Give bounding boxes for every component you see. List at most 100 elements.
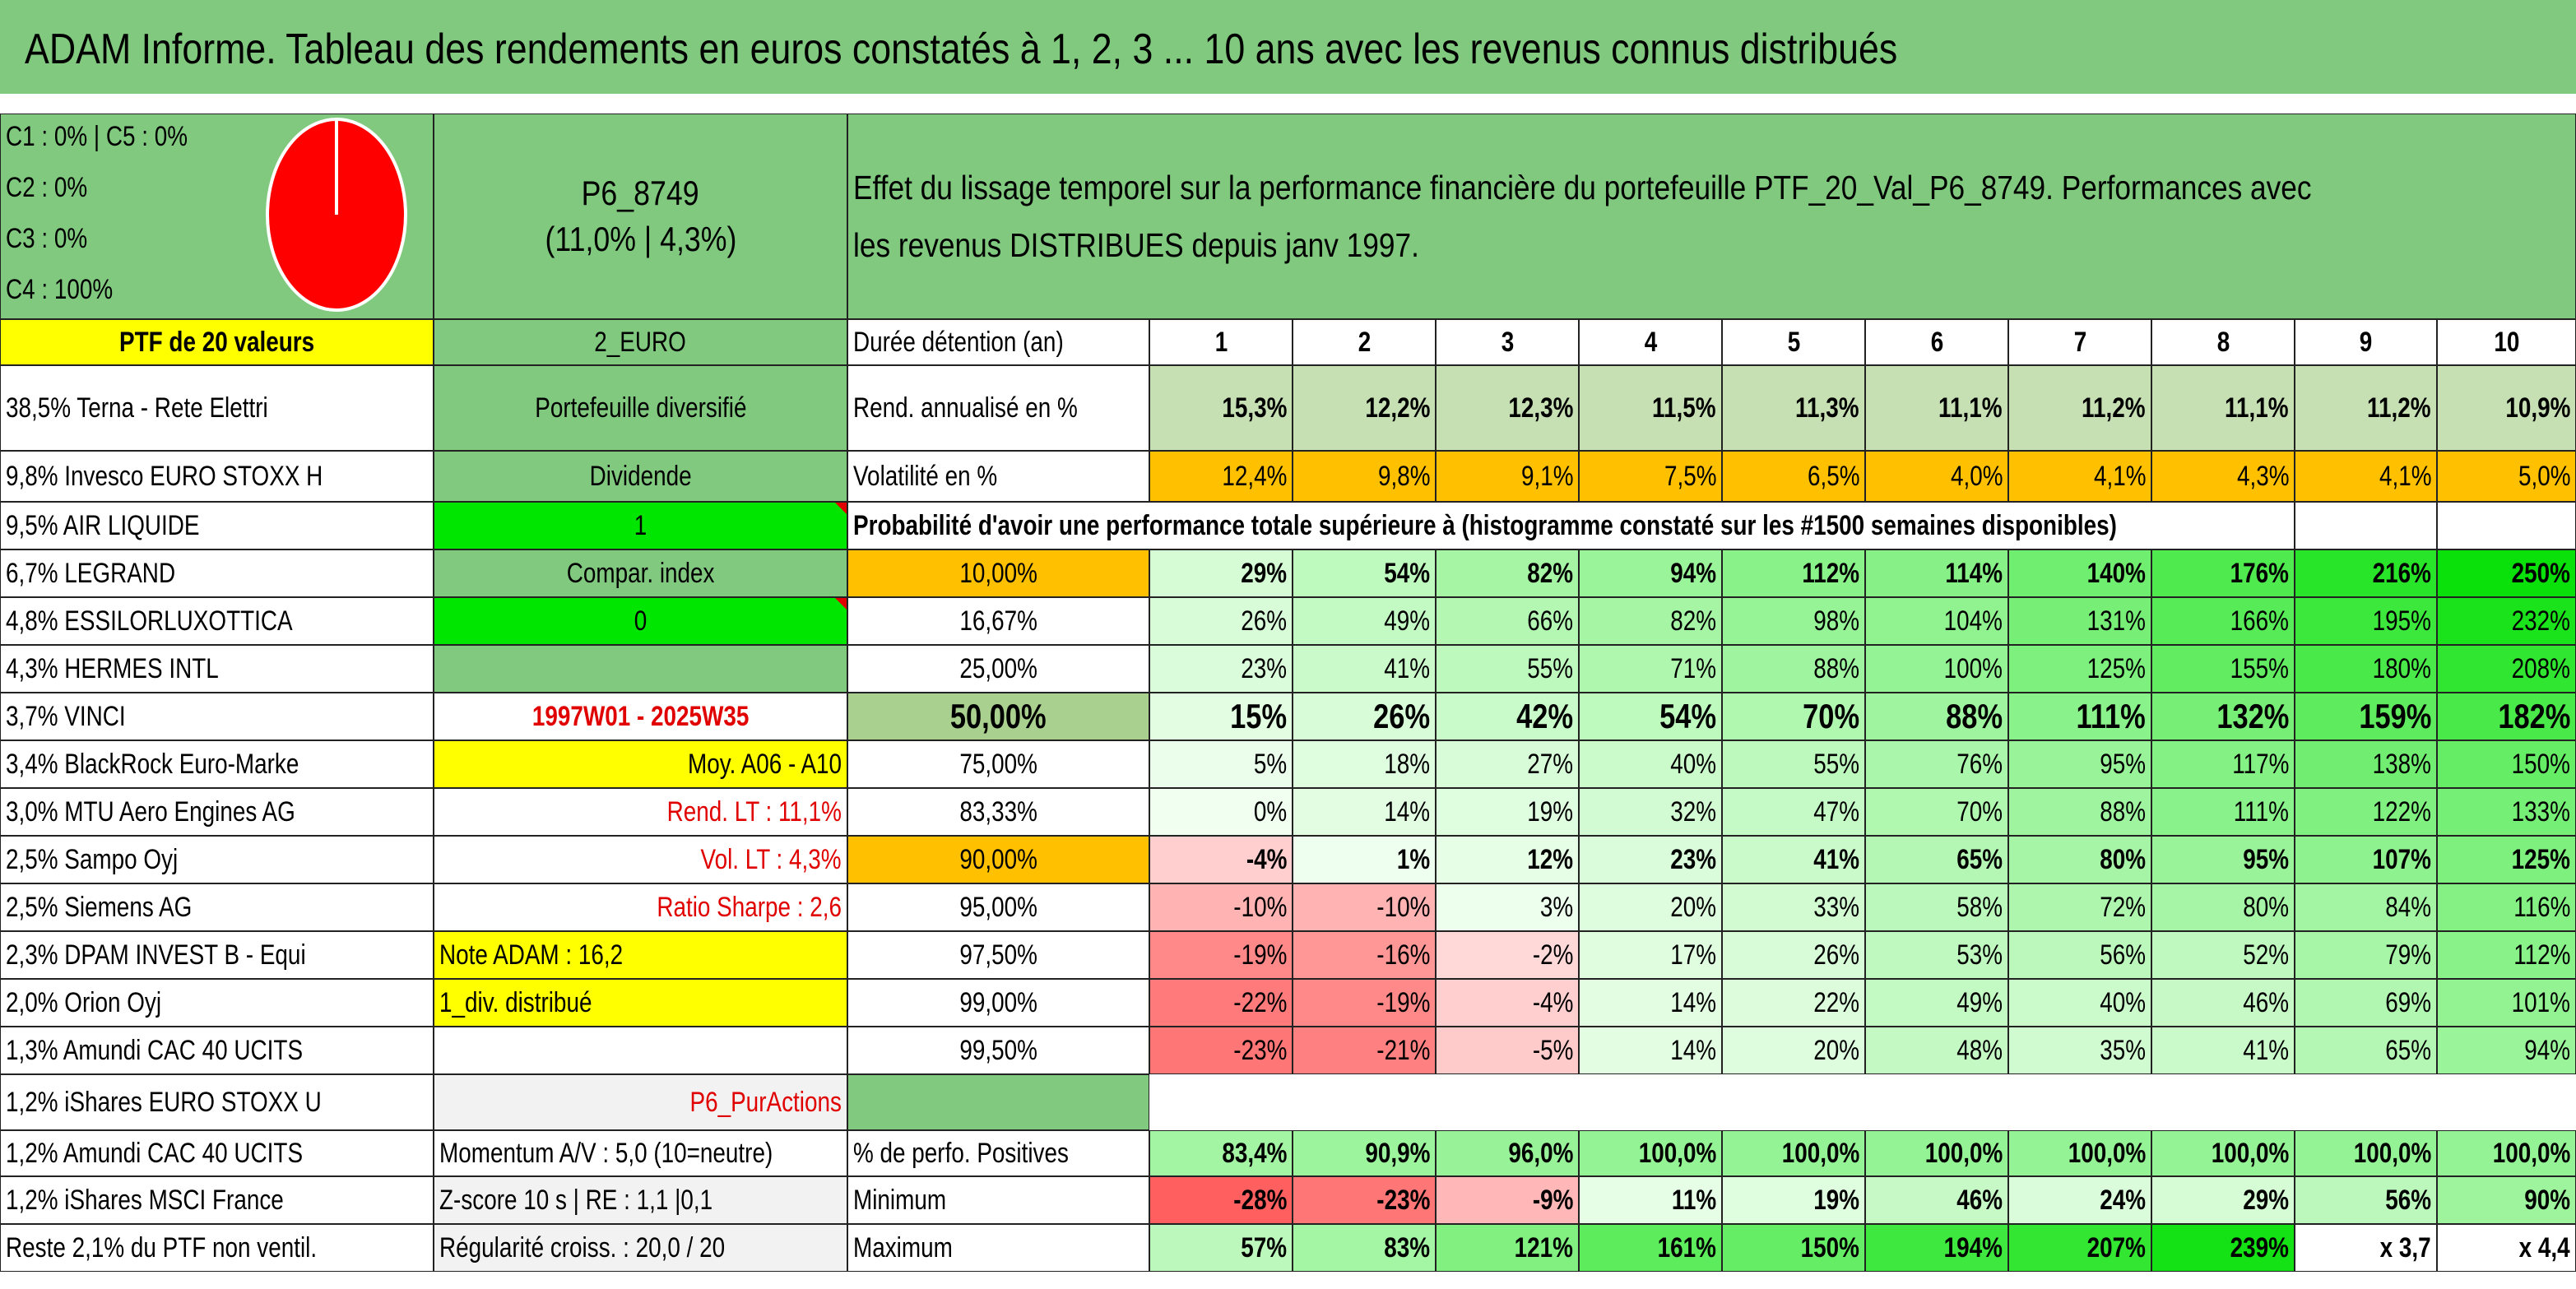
prob-cell: 58%: [1865, 883, 2008, 931]
prob-cell-text: 111%: [2076, 697, 2146, 735]
year-header-text: 3: [1501, 326, 1514, 358]
vol-cell-text: 9,1%: [1520, 460, 1573, 492]
min-cell-text: 24%: [2100, 1184, 2146, 1216]
prob-cell-text: 12%: [1527, 843, 1573, 875]
prob-cell: 0%: [1149, 788, 1293, 836]
prob-cell: 180%: [2295, 645, 2437, 693]
prob-cell-text: 94%: [2524, 1034, 2570, 1066]
prob-cell: 131%: [2008, 597, 2151, 645]
prob-cell-text: 80%: [2100, 843, 2146, 875]
holding-row: 2,0% Orion Oyj: [0, 979, 434, 1027]
info-cell-text: Moy. A06 - A10: [687, 748, 842, 780]
prob-cell: -2%: [1436, 931, 1579, 979]
prob-cell: 72%: [2008, 883, 2151, 931]
prob-cell: 40%: [1579, 740, 1722, 788]
prob-threshold-text: 25,00%: [959, 652, 1037, 684]
prob-cell: 41%: [1293, 645, 1436, 693]
prob-cell: 26%: [1293, 693, 1436, 740]
prob-threshold: 90,00%: [847, 836, 1149, 883]
prob-cell-text: 180%: [2372, 652, 2431, 684]
rend-cell-text: 12,2%: [1364, 392, 1430, 424]
min-cell-text: 29%: [2243, 1184, 2289, 1216]
prob-cell: 132%: [2151, 693, 2295, 740]
prob-cell-text: 15%: [1230, 697, 1287, 735]
allocation-label: C2 : 0%: [6, 172, 88, 203]
prob-cell: 35%: [2008, 1027, 2151, 1074]
prob-cell-text: 27%: [1527, 748, 1573, 780]
prob-cell: 138%: [2295, 740, 2437, 788]
prob-cell-text: 101%: [2511, 986, 2570, 1018]
prob-cell-text: -21%: [1376, 1034, 1430, 1066]
prob-cell: 116%: [2437, 883, 2576, 931]
holding-row: 2,5% Sampo Oyj: [0, 836, 434, 883]
vol-cell-text: 4,0%: [1950, 460, 2003, 492]
pos-cell-text: 100,0%: [1924, 1137, 2003, 1169]
prob-cell: 23%: [1149, 645, 1293, 693]
max-cell-text: 57%: [1241, 1231, 1287, 1263]
holding-row-text: 1,2% Amundi CAC 40 UCITS: [6, 1137, 304, 1169]
holding-row-text: Reste 2,1% du PTF non ventil.: [6, 1231, 318, 1263]
prob-cell: 56%: [2008, 931, 2151, 979]
prob-cell: 71%: [1579, 645, 1722, 693]
prob-threshold: 83,33%: [847, 788, 1149, 836]
prob-cell-text: 69%: [2385, 986, 2431, 1018]
prob-cell-text: -10%: [1232, 891, 1287, 923]
vol-cell: 7,5%: [1579, 451, 1722, 502]
prob-cell-text: 111%: [2233, 795, 2289, 828]
prob-cell: 29%: [1149, 549, 1293, 597]
prob-cell: 26%: [1722, 931, 1865, 979]
prob-cell-text: 72%: [2100, 891, 2146, 923]
prob-cell-text: 112%: [1802, 557, 1859, 589]
info-cell-text: Rend. LT : 11,1%: [666, 795, 842, 828]
prob-cell-text: 71%: [1670, 652, 1716, 684]
portfolio-code-panel: P6_8749 (11,0% | 4,3%): [434, 114, 847, 319]
max-cell: 194%: [1865, 1224, 2008, 1272]
pos-cell-text: 100,0%: [2211, 1137, 2289, 1169]
pos-cell: 100,0%: [1865, 1130, 2008, 1176]
year-header-text: 1: [1214, 326, 1228, 358]
max-cell: 57%: [1149, 1224, 1293, 1272]
prob-cell-text: 19%: [1527, 795, 1573, 828]
max-cell: 83%: [1293, 1224, 1436, 1272]
prob-cell: 12%: [1436, 836, 1579, 883]
prob-cell-text: 40%: [2100, 986, 2146, 1018]
pos-cell: 100,0%: [2295, 1130, 2437, 1176]
prob-cell: -4%: [1436, 979, 1579, 1027]
prob-cell: 17%: [1579, 931, 1722, 979]
prob-cell-text: 41%: [1384, 652, 1430, 684]
min-label: Minimum: [847, 1176, 1149, 1224]
prob-cell-text: 98%: [1813, 605, 1859, 637]
pos-label: % de perfo. Positives: [847, 1130, 1149, 1176]
info-cell: 0: [434, 597, 847, 645]
prob-cell: 53%: [1865, 931, 2008, 979]
duration-label: Durée détention (an): [847, 319, 1149, 365]
vol-cell: 4,0%: [1865, 451, 2008, 502]
prob-cell-text: 88%: [1813, 652, 1859, 684]
pos-cell-text: 100,0%: [1781, 1137, 1859, 1169]
info-cell-text: Z-score 10 s | RE : 1,1 |0,1: [439, 1184, 713, 1216]
rend-cell-text: 11,2%: [2367, 392, 2431, 424]
prob-cell-text: 52%: [2243, 939, 2289, 971]
prob-cell: 216%: [2295, 549, 2437, 597]
year-header: 10: [2437, 319, 2576, 365]
holding-row-text: 2,5% Siemens AG: [6, 891, 193, 923]
vol-label-text: Volatilité en %: [853, 460, 998, 492]
year-header-text: 2: [1358, 326, 1371, 358]
rend-cell-text: 11,3%: [1795, 392, 1859, 424]
prob-cell: 70%: [1865, 788, 2008, 836]
prob-cell-text: 125%: [2511, 843, 2570, 875]
max-cell: x 4,4: [2437, 1224, 2576, 1272]
prob-cell-text: 76%: [1956, 748, 2003, 780]
vol-cell: 5,0%: [2437, 451, 2576, 502]
rend-cell: 15,3%: [1149, 365, 1293, 451]
pos-cell: 83,4%: [1149, 1130, 1293, 1176]
vol-cell-text: 5,0%: [2518, 460, 2570, 492]
prob-cell: 14%: [1579, 979, 1722, 1027]
holding-row: 2,5% Siemens AG: [0, 883, 434, 931]
prob-threshold: 25,00%: [847, 645, 1149, 693]
prob-cell-text: 195%: [2372, 605, 2431, 637]
min-cell-text: 90%: [2524, 1184, 2570, 1216]
pos-cell-text: 100,0%: [2353, 1137, 2431, 1169]
prob-cell: 133%: [2437, 788, 2576, 836]
holding-row-text: 38,5% Terna - Rete Elettri: [6, 392, 268, 424]
